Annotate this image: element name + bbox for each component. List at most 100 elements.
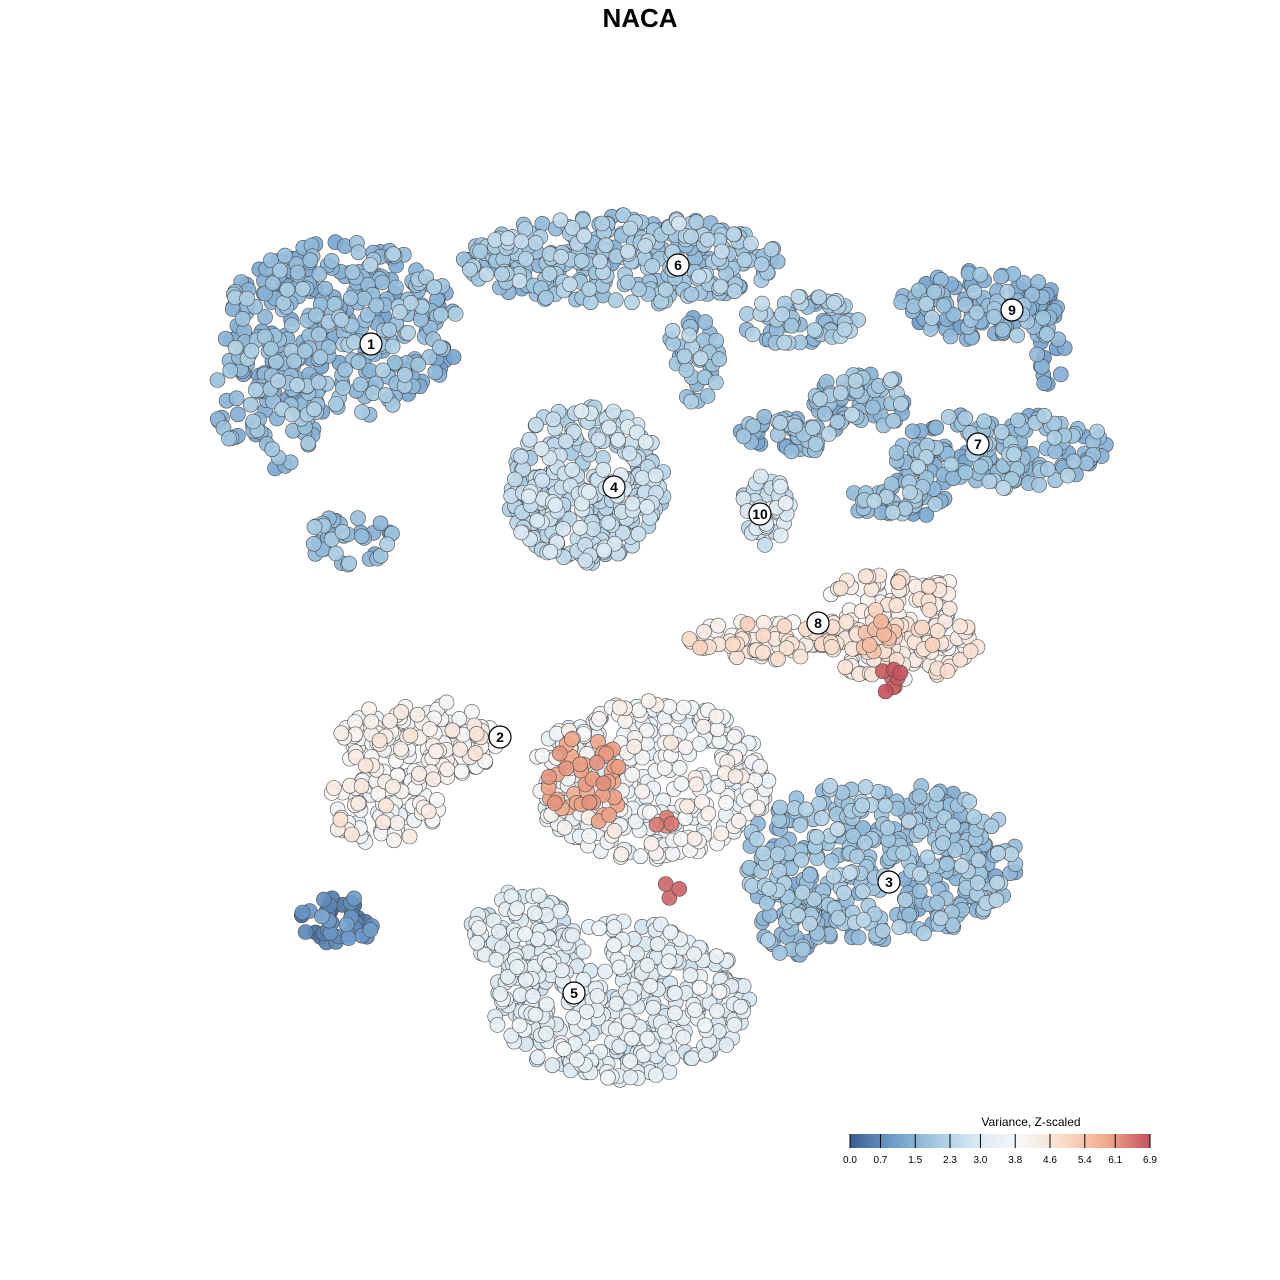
cell-point [592, 253, 608, 270]
cell-point [637, 238, 654, 254]
cluster-label-1: 1 [359, 332, 383, 356]
cell-point [494, 266, 510, 283]
cell-point [649, 936, 666, 953]
cell-point [675, 699, 692, 716]
cluster-label-text: 2 [496, 729, 504, 745]
cell-point [637, 434, 654, 450]
cell-point [929, 895, 946, 911]
cell-point [432, 306, 449, 323]
cell-point [683, 228, 699, 245]
cell-point [439, 761, 456, 778]
cell-point [606, 919, 623, 935]
cell-point [902, 484, 918, 501]
cell-point [582, 294, 599, 311]
cell-point [945, 306, 962, 323]
cell-point [513, 524, 530, 541]
cell-point [353, 778, 370, 794]
cell-point [529, 512, 546, 529]
cell-point [667, 1005, 683, 1022]
cell-point [684, 1050, 700, 1067]
cell-point [1039, 326, 1055, 342]
cell-point [794, 884, 811, 901]
cell-point [847, 372, 864, 389]
cluster-label-text: 10 [752, 506, 768, 522]
cell-point [888, 444, 905, 461]
cell-point [783, 317, 800, 334]
cell-point [836, 885, 852, 901]
cell-point [798, 801, 814, 818]
cell-point [663, 815, 680, 832]
cell-point [374, 274, 391, 291]
cell-point [600, 1069, 616, 1086]
cell-point [368, 297, 385, 314]
cell-point [890, 574, 907, 591]
cell-point [745, 418, 762, 435]
cell-point [850, 929, 867, 946]
cell-point [710, 617, 726, 634]
cluster-label-3: 3 [877, 870, 901, 894]
cell-point [372, 515, 389, 532]
cluster-label-2: 2 [488, 725, 512, 749]
cell-point [772, 527, 789, 544]
cell-point [388, 279, 404, 296]
cell-point [688, 214, 705, 230]
cell-point [334, 524, 351, 540]
cell-point [375, 362, 391, 379]
cell-point [509, 959, 525, 975]
cell-point [968, 304, 985, 321]
cell-point [879, 820, 896, 836]
cell-point [397, 367, 413, 383]
cell-point [619, 274, 636, 291]
cell-point [344, 264, 361, 281]
colorbar-tick-label: 1.5 [908, 1155, 922, 1166]
cell-point [591, 920, 608, 937]
cell-point [687, 1002, 703, 1018]
cell-point [264, 275, 281, 292]
cell-point [854, 797, 871, 814]
cell-point [836, 321, 853, 338]
cell-point [976, 413, 993, 430]
cell-point [564, 927, 581, 944]
cluster-label-text: 8 [814, 615, 822, 631]
cell-point [350, 795, 367, 812]
cell-point [386, 832, 402, 849]
cell-point [648, 816, 665, 833]
cell-point [774, 306, 790, 323]
cell-point [732, 998, 749, 1015]
cell-point [354, 404, 370, 420]
cell-point [499, 230, 516, 247]
cell-point [932, 910, 949, 927]
cluster-label-7: 7 [966, 432, 990, 456]
cell-point [518, 971, 534, 988]
cell-point [673, 831, 689, 847]
cell-point [866, 493, 883, 509]
colorbar-tick-label: 4.6 [1043, 1155, 1057, 1166]
cell-point [228, 390, 245, 407]
cell-point [605, 403, 622, 420]
cluster-label-9: 9 [1000, 298, 1024, 322]
cell-point [700, 805, 717, 822]
cell-point [730, 812, 747, 829]
cell-point [941, 600, 958, 617]
cell-point [926, 284, 943, 300]
cell-point [634, 783, 651, 800]
cell-point [924, 310, 940, 326]
cell-point [538, 996, 555, 1013]
cell-point [816, 405, 833, 422]
cell-point [378, 797, 394, 814]
cell-point [691, 736, 708, 752]
cell-point [966, 809, 982, 826]
cell-point [601, 807, 617, 823]
cell-point [620, 243, 636, 260]
cluster-label-6: 6 [666, 253, 690, 277]
cell-point [217, 330, 234, 347]
cell-point [528, 416, 544, 433]
cell-point [306, 401, 323, 418]
cell-point [613, 846, 630, 863]
cell-point [555, 520, 572, 537]
cell-point [804, 420, 821, 436]
cell-point [314, 908, 330, 925]
cell-point [362, 257, 379, 273]
cell-point [270, 373, 287, 389]
cell-point [332, 811, 349, 828]
